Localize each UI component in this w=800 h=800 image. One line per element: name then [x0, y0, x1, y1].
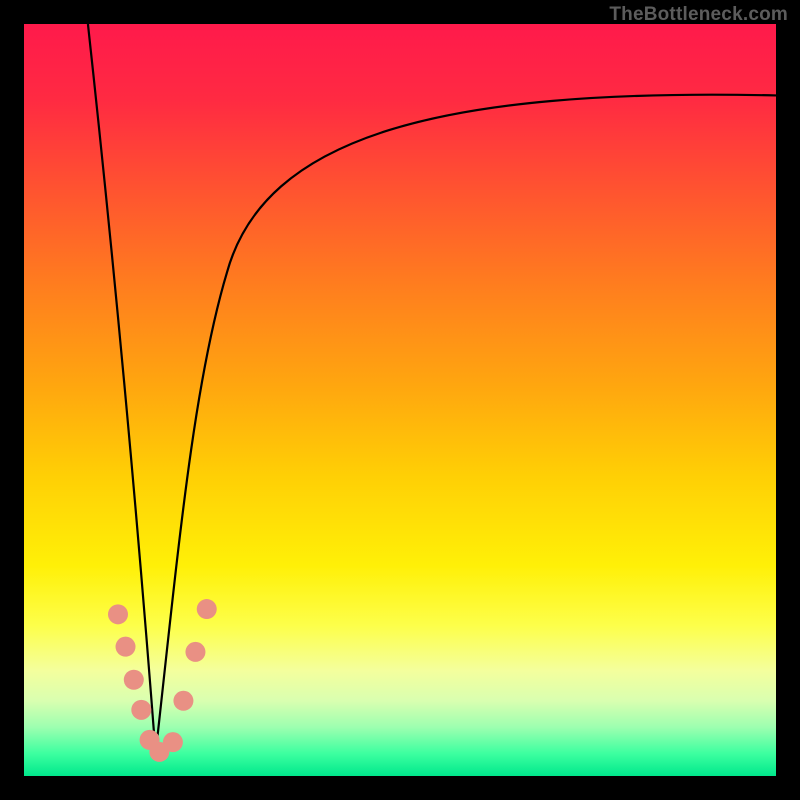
bottleneck-chart: TheBottleneck.com [0, 0, 800, 800]
watermark-text: TheBottleneck.com [609, 4, 788, 26]
chart-canvas [0, 0, 800, 800]
